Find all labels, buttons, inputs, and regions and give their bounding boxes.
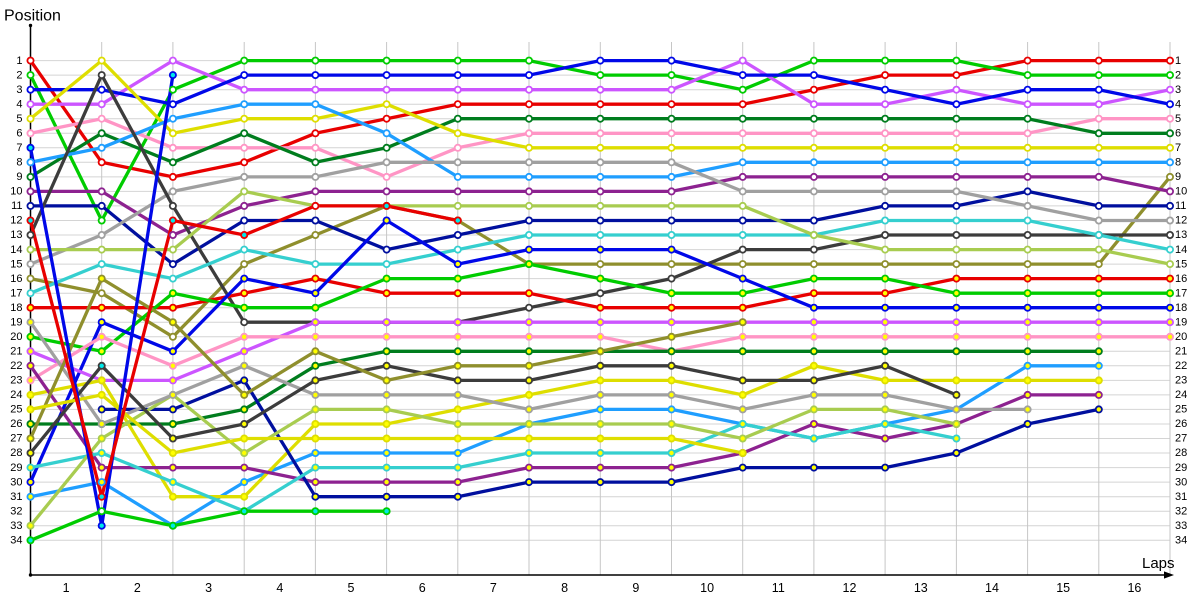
svg-text:26: 26	[1175, 418, 1187, 430]
svg-text:28: 28	[10, 447, 22, 459]
svg-text:32: 32	[10, 505, 22, 517]
svg-text:1: 1	[1175, 55, 1181, 67]
svg-text:8: 8	[561, 581, 568, 595]
svg-text:Position: Position	[4, 8, 61, 25]
svg-text:2: 2	[16, 69, 22, 81]
svg-text:8: 8	[1175, 157, 1181, 169]
svg-text:5: 5	[1175, 113, 1181, 125]
svg-text:15: 15	[1175, 258, 1187, 270]
svg-text:11: 11	[11, 200, 22, 212]
svg-text:5: 5	[16, 113, 22, 125]
svg-text:21: 21	[10, 346, 22, 358]
svg-text:12: 12	[843, 581, 857, 595]
svg-text:29: 29	[1175, 462, 1187, 474]
svg-text:15: 15	[10, 258, 22, 270]
svg-text:7: 7	[490, 581, 497, 595]
svg-text:4: 4	[276, 581, 283, 595]
svg-text:6: 6	[419, 581, 426, 595]
svg-text:10: 10	[700, 581, 714, 595]
svg-text:16: 16	[1175, 273, 1187, 285]
svg-text:22: 22	[10, 360, 22, 372]
svg-text:32: 32	[1175, 505, 1187, 517]
svg-text:4: 4	[1175, 98, 1181, 110]
svg-text:8: 8	[16, 157, 22, 169]
svg-text:10: 10	[10, 186, 22, 198]
svg-text:9: 9	[1175, 171, 1181, 183]
svg-text:23: 23	[10, 375, 22, 387]
svg-text:19: 19	[10, 316, 22, 328]
svg-text:18: 18	[10, 302, 22, 314]
svg-text:12: 12	[1175, 215, 1187, 227]
svg-text:16: 16	[1127, 581, 1141, 595]
svg-text:2: 2	[134, 581, 141, 595]
svg-text:Laps: Laps	[1142, 555, 1175, 572]
svg-text:10: 10	[1175, 186, 1187, 198]
svg-text:16: 16	[10, 273, 22, 285]
svg-text:11: 11	[772, 581, 785, 595]
svg-text:33: 33	[10, 520, 22, 532]
svg-text:6: 6	[1175, 128, 1181, 140]
svg-text:2: 2	[1175, 69, 1181, 81]
svg-text:3: 3	[1175, 84, 1181, 96]
svg-text:18: 18	[1175, 302, 1187, 314]
svg-text:5: 5	[348, 581, 355, 595]
svg-text:29: 29	[10, 462, 22, 474]
svg-text:7: 7	[1175, 142, 1181, 154]
svg-text:31: 31	[1175, 491, 1187, 503]
svg-text:9: 9	[632, 581, 639, 595]
svg-text:20: 20	[10, 331, 22, 343]
svg-text:22: 22	[1175, 360, 1187, 372]
svg-text:14: 14	[10, 244, 22, 256]
svg-text:9: 9	[16, 171, 22, 183]
svg-text:24: 24	[1175, 389, 1187, 401]
svg-text:1: 1	[63, 581, 70, 595]
svg-text:3: 3	[205, 581, 212, 595]
svg-text:15: 15	[1056, 581, 1070, 595]
svg-text:25: 25	[1175, 404, 1187, 416]
svg-text:13: 13	[10, 229, 22, 241]
svg-text:7: 7	[16, 142, 22, 154]
svg-text:23: 23	[1175, 375, 1187, 387]
svg-text:20: 20	[1175, 331, 1187, 343]
svg-text:26: 26	[10, 418, 22, 430]
svg-text:34: 34	[10, 535, 22, 547]
svg-text:27: 27	[10, 433, 22, 445]
svg-text:12: 12	[10, 215, 22, 227]
svg-text:6: 6	[16, 128, 22, 140]
svg-text:1: 1	[16, 55, 22, 67]
svg-text:17: 17	[1175, 287, 1187, 299]
svg-text:3: 3	[16, 84, 22, 96]
svg-text:30: 30	[10, 476, 22, 488]
svg-text:13: 13	[914, 581, 928, 595]
svg-text:25: 25	[10, 404, 22, 416]
svg-text:31: 31	[10, 491, 22, 503]
svg-text:21: 21	[1175, 346, 1187, 358]
svg-text:19: 19	[1175, 316, 1187, 328]
svg-text:14: 14	[1175, 244, 1187, 256]
svg-text:4: 4	[16, 98, 22, 110]
svg-text:33: 33	[1175, 520, 1187, 532]
svg-text:30: 30	[1175, 476, 1187, 488]
svg-text:34: 34	[1175, 535, 1187, 547]
svg-text:28: 28	[1175, 447, 1187, 459]
svg-text:11: 11	[1175, 200, 1186, 212]
svg-text:27: 27	[1175, 433, 1187, 445]
svg-text:13: 13	[1175, 229, 1187, 241]
svg-text:14: 14	[985, 581, 999, 595]
svg-text:24: 24	[10, 389, 22, 401]
svg-text:17: 17	[10, 287, 22, 299]
